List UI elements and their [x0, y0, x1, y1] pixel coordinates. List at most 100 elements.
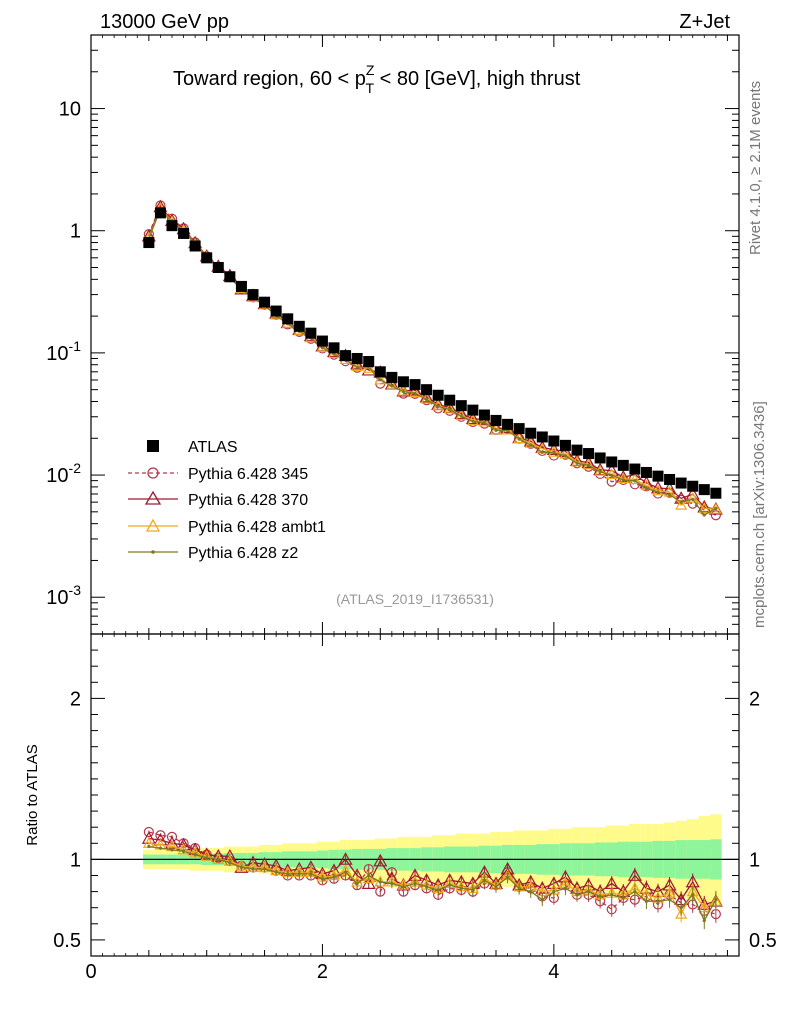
ratio-frame	[90, 633, 740, 957]
atlas-point	[201, 252, 213, 264]
main-point-ambt1	[478, 415, 491, 427]
ratio-point-z2	[286, 872, 290, 876]
main-point-370	[419, 389, 434, 403]
atlas-points	[143, 207, 722, 499]
y-tick-label: 1	[70, 221, 81, 243]
atlas-point	[143, 237, 155, 249]
legend-marker-345	[147, 467, 159, 479]
y-tick-label: 10-2	[46, 460, 81, 487]
y-tick-exp: -3	[69, 582, 82, 598]
atlas-point	[363, 356, 375, 368]
main-point-z2	[540, 450, 544, 454]
main-point-ambt1	[374, 373, 387, 385]
atlas-point	[409, 379, 421, 391]
main-point-z2	[355, 365, 359, 369]
main-point-z2	[448, 407, 452, 412]
atlas-point	[224, 271, 236, 283]
atlas-point	[617, 459, 629, 471]
ratio-point-z2	[239, 865, 244, 870]
ratio-point-ambt1	[362, 872, 375, 884]
x-tick-label: 0	[85, 961, 96, 983]
atlas-point	[259, 296, 271, 308]
main-point-ambt1	[709, 502, 722, 514]
atlas-point	[548, 435, 560, 447]
main-point-z2	[679, 500, 683, 504]
ratio-point-z2	[586, 890, 591, 894]
ratio-point-z2	[424, 885, 429, 889]
atlas-point	[154, 207, 166, 219]
ratio-point-z2	[228, 861, 232, 865]
atlas-point	[467, 404, 479, 416]
ratio-point-z2	[656, 899, 660, 903]
atlas-point	[305, 327, 317, 339]
main-point-z2	[598, 470, 602, 474]
ratio-point-z2	[390, 881, 394, 886]
legend-label-370: Pythia 6.428 370	[188, 492, 308, 509]
ratio-point-z2	[702, 918, 706, 923]
chart-title-prefix: Toward region, 60 < p	[173, 68, 366, 90]
ratio-point-z2	[471, 888, 475, 892]
main-point-345	[710, 510, 721, 521]
main-point-z2	[390, 384, 394, 388]
atlas-point	[432, 389, 444, 401]
ratio-point-370	[338, 852, 353, 865]
main-point-z2	[482, 420, 487, 425]
atlas-point	[212, 261, 224, 273]
ratio-point-z2	[297, 872, 301, 876]
ratio-point-z2	[205, 856, 209, 860]
atlas-point	[594, 452, 606, 464]
ratio-y-tick-label: 0.5	[53, 930, 81, 952]
main-point-z2	[436, 404, 440, 409]
atlas-point	[640, 466, 652, 478]
main-point-ambt1	[408, 386, 422, 398]
ratio-point-z2	[320, 877, 325, 881]
chart-title-sub: T	[365, 80, 374, 96]
main-point-ambt1	[547, 445, 560, 457]
main-point-ambt1	[675, 498, 688, 510]
ratio-point-z2	[563, 886, 568, 890]
main-point-z2	[563, 454, 568, 458]
ratio-point-ambt1	[189, 846, 202, 858]
atlas-point	[664, 473, 676, 485]
ratio-point-z2	[459, 886, 463, 890]
atlas-point	[559, 439, 571, 451]
ratio-point-z2	[401, 885, 406, 889]
main-point-ambt1	[628, 473, 641, 485]
main-point-z2	[586, 463, 591, 467]
ratio-point-z2	[170, 848, 174, 852]
atlas-point	[675, 477, 687, 489]
ratio-point-z2	[448, 883, 452, 887]
ratio-y-tick-label-right: 2	[749, 688, 760, 710]
atlas-point	[166, 220, 178, 232]
legend: ATLAS Pythia 6.428 345 Pythia 6.428 370 …	[128, 439, 326, 562]
x-tick-label: 4	[548, 961, 559, 983]
main-point-z2	[378, 378, 382, 382]
main-point-z2	[621, 478, 625, 482]
y-tick-base: 10	[46, 587, 68, 609]
ratio-y-tick-label-right: 0.5	[749, 930, 777, 952]
main-point-ambt1	[617, 472, 630, 484]
ratio-point-z2	[367, 873, 371, 878]
ratio-point-z2	[436, 888, 440, 892]
ratio-point-z2	[540, 898, 544, 902]
ratio-line-ambt1	[148, 842, 717, 916]
y-tick-exp: -2	[69, 460, 82, 476]
process-label: Z+Jet	[679, 11, 730, 33]
main-point-ambt1	[698, 502, 711, 514]
ratio-y-tick-label-right: 1	[749, 849, 760, 871]
main-point-z2	[471, 419, 475, 423]
legend-marker-z2	[151, 550, 155, 554]
main-point-z2	[575, 461, 579, 465]
main-point-z2	[610, 473, 614, 477]
atlas-point	[397, 376, 409, 388]
chart-title: Toward region, 60 < pZ T < 80 [GeV], high…	[173, 62, 581, 96]
ratio-point-ambt1	[177, 843, 190, 855]
ratio-point-z2	[644, 899, 649, 903]
legend-label-345: Pythia 6.428 345	[188, 466, 308, 483]
atlas-point	[386, 371, 398, 383]
main-point-z2	[644, 486, 649, 491]
ratio-point-370	[373, 853, 388, 867]
ratio-point-z2	[575, 893, 579, 897]
mcplots-label: mcplots.cern.ch [arXiv:1306.3436]	[751, 401, 768, 628]
energy-label: 13000 GeV pp	[100, 11, 229, 33]
